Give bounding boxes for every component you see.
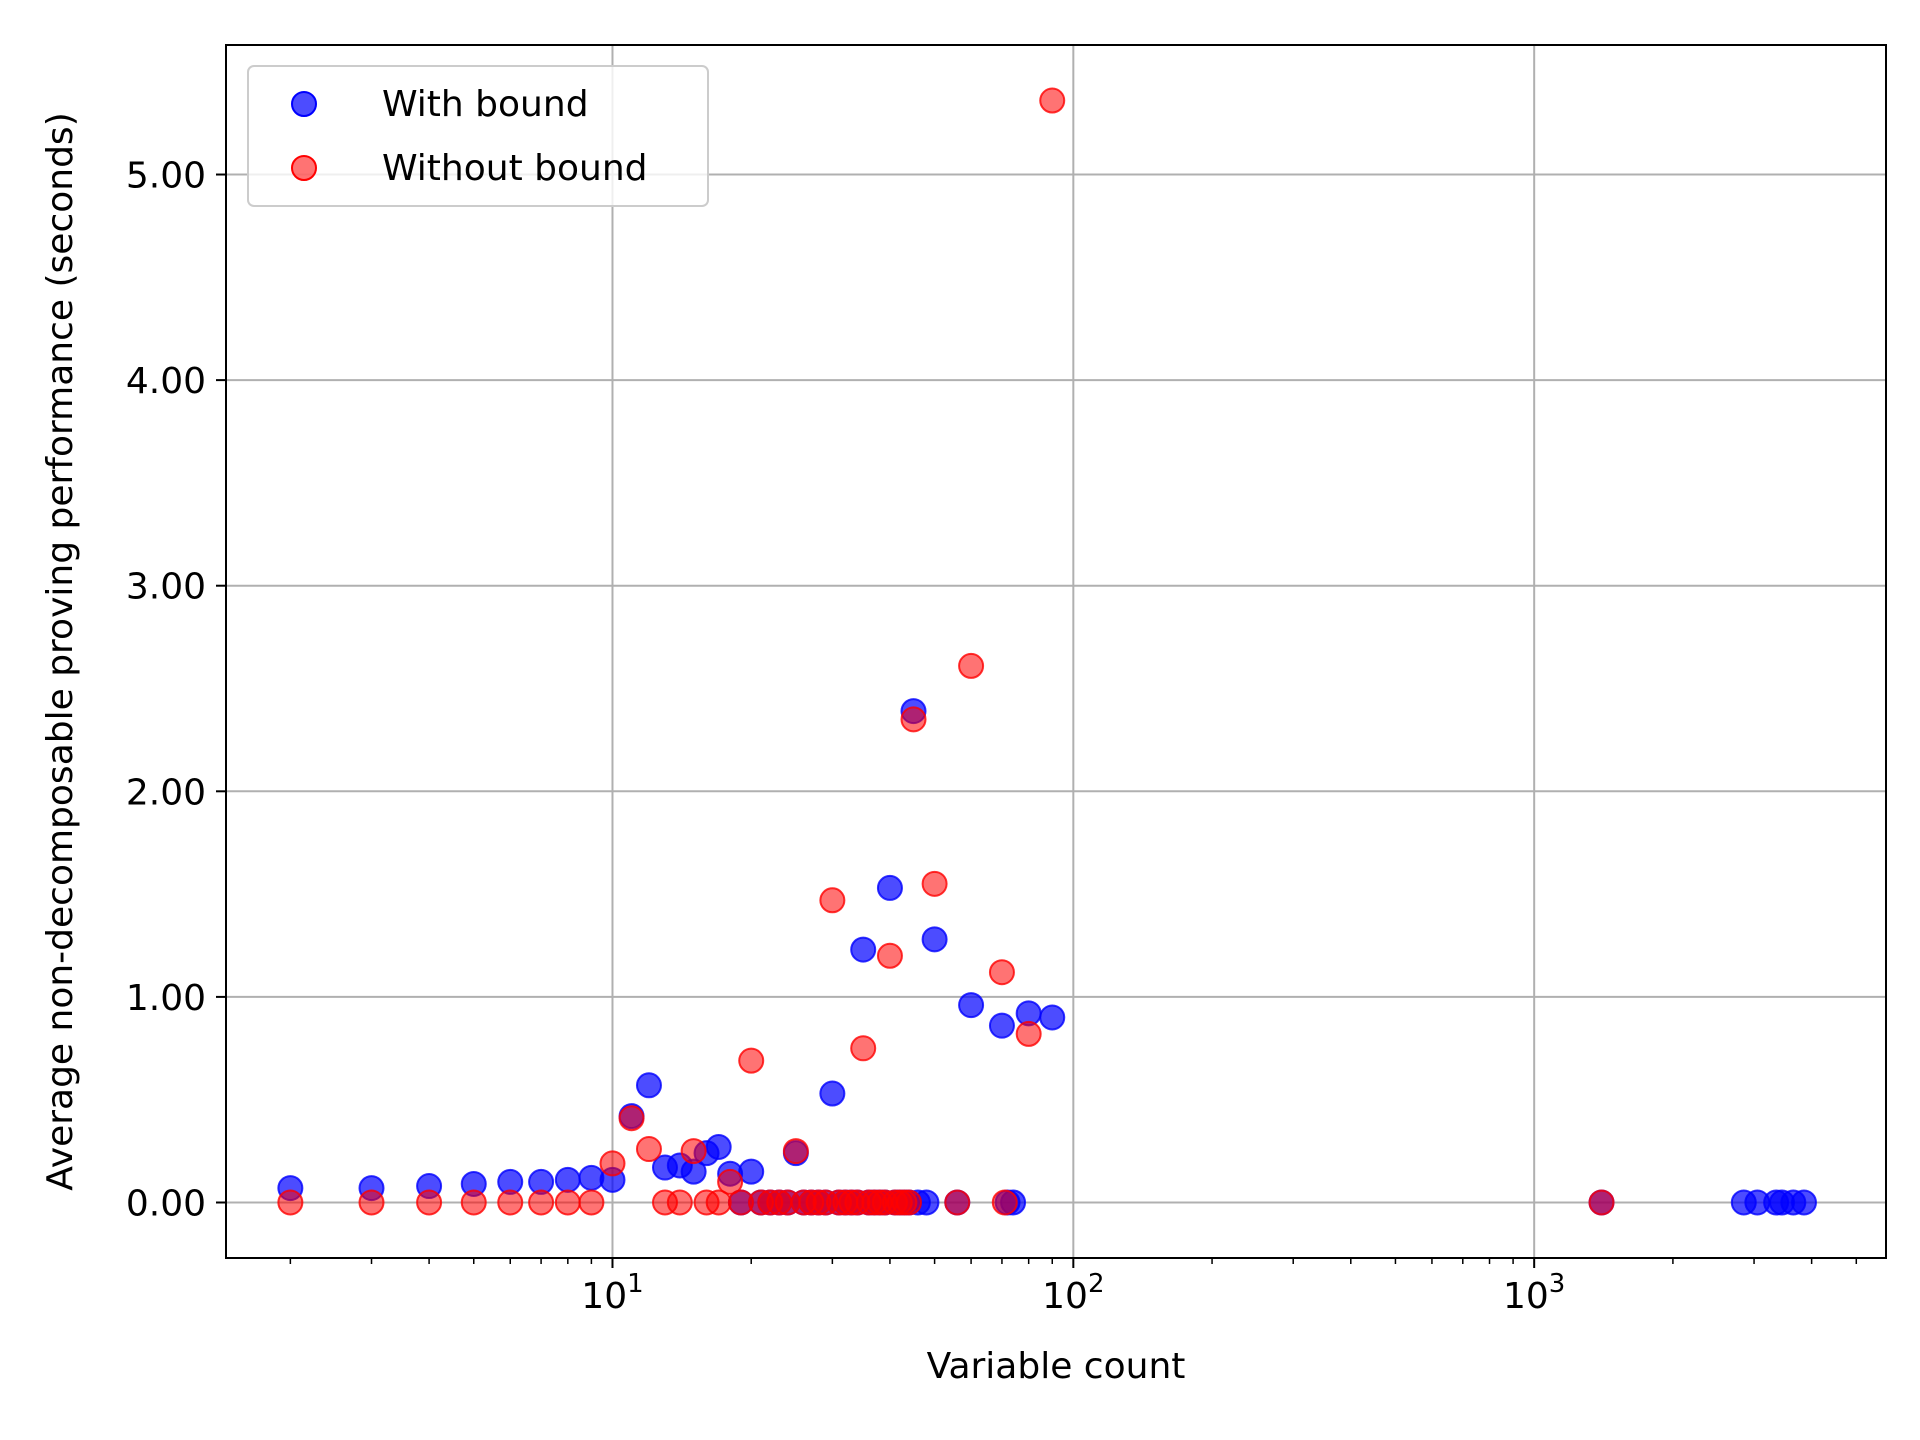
data-point xyxy=(782,1138,809,1165)
data-point xyxy=(578,1189,605,1216)
y-tick-label: 1.00 xyxy=(126,978,206,1019)
data-point xyxy=(277,1189,304,1216)
legend-label-without-bound: Without bound xyxy=(382,148,648,189)
data-point xyxy=(819,887,846,914)
data-point xyxy=(958,992,985,1019)
data-point xyxy=(554,1189,581,1216)
data-point xyxy=(460,1189,487,1216)
data-point xyxy=(958,652,985,679)
data-point xyxy=(705,1133,732,1160)
data-point xyxy=(921,870,948,897)
data-point xyxy=(666,1189,693,1216)
data-points xyxy=(277,87,1817,1216)
x-axis-label: Variable count xyxy=(927,1346,1186,1387)
legend: With bound Without bound xyxy=(247,65,709,207)
y-tick-label: 5.00 xyxy=(126,156,206,197)
y-tick-label: 4.00 xyxy=(126,361,206,402)
data-point xyxy=(738,1047,765,1074)
data-point xyxy=(635,1072,662,1099)
data-point xyxy=(921,926,948,953)
y-tick-label: 3.00 xyxy=(126,567,206,608)
data-point xyxy=(599,1150,626,1177)
data-point xyxy=(850,1035,877,1062)
data-point xyxy=(991,1189,1018,1216)
y-axis-label: Average non-decomposable proving perform… xyxy=(40,112,81,1191)
data-point xyxy=(717,1168,744,1195)
legend-marker-with-bound xyxy=(291,91,317,117)
data-point xyxy=(554,1166,581,1193)
data-point xyxy=(358,1189,385,1216)
legend-box xyxy=(247,65,709,207)
data-point xyxy=(988,959,1015,986)
data-point xyxy=(876,942,903,969)
data-point xyxy=(738,1158,765,1185)
y-tick-label: 2.00 xyxy=(126,772,206,813)
data-point xyxy=(876,874,903,901)
data-point xyxy=(635,1136,662,1163)
x-tick-label: 102 xyxy=(1042,1269,1104,1317)
data-point xyxy=(1039,87,1066,114)
data-point xyxy=(1039,1004,1066,1031)
data-point xyxy=(1790,1189,1817,1216)
data-point xyxy=(900,706,927,733)
data-point xyxy=(528,1189,555,1216)
series-without-bound xyxy=(277,87,1615,1216)
data-point xyxy=(416,1189,443,1216)
data-point xyxy=(819,1080,846,1107)
legend-marker-without-bound xyxy=(291,155,317,181)
x-tick-label: 101 xyxy=(581,1269,643,1317)
data-point xyxy=(618,1105,645,1132)
plot-frame xyxy=(225,44,1887,1259)
data-point xyxy=(680,1138,707,1165)
data-point xyxy=(497,1189,524,1216)
data-point xyxy=(896,1189,923,1216)
data-point xyxy=(1015,1020,1042,1047)
y-tick-label: 0.00 xyxy=(126,1183,206,1224)
y-axis-ticks: 0.00 1.00 2.00 3.00 4.00 5.00 xyxy=(126,156,226,1224)
data-point xyxy=(1588,1189,1615,1216)
legend-label-with-bound: With bound xyxy=(382,84,589,125)
x-tick-label: 103 xyxy=(1503,1269,1565,1317)
data-point xyxy=(988,1012,1015,1039)
data-point xyxy=(850,936,877,963)
data-point xyxy=(944,1189,971,1216)
x-axis-ticks: 101 102 103 xyxy=(581,1258,1565,1317)
